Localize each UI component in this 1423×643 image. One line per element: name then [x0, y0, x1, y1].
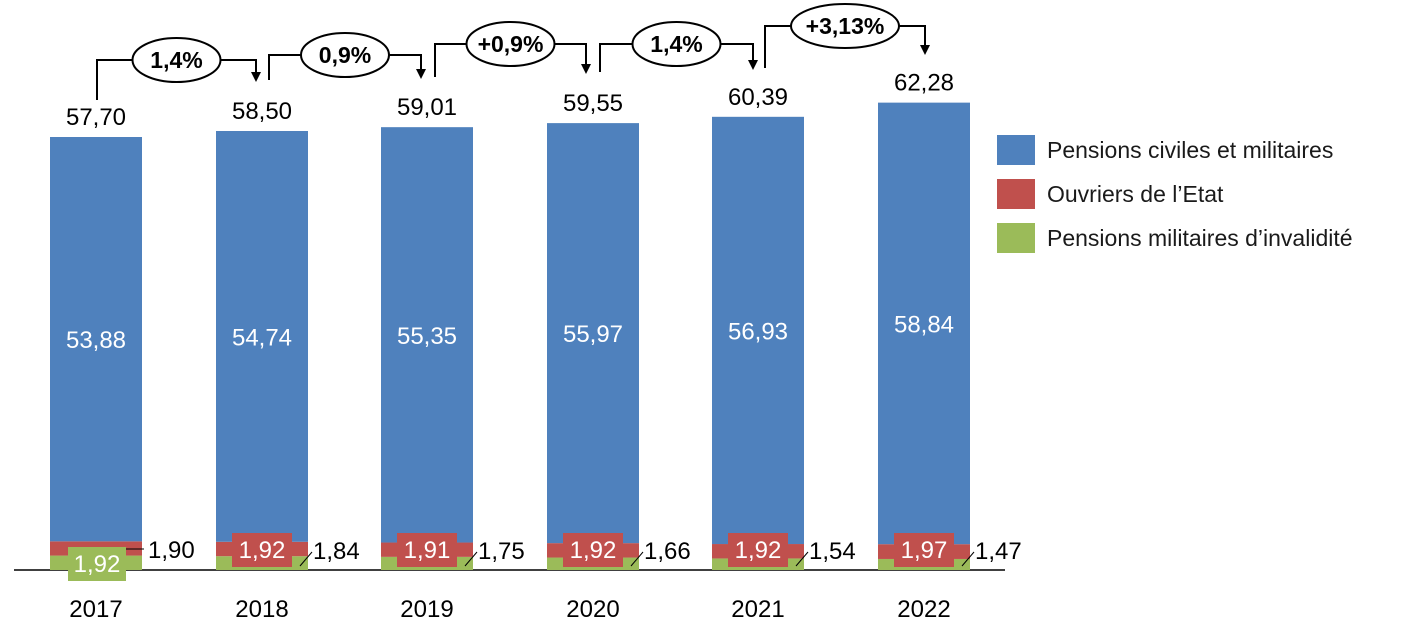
bar-segment-civiles-2022 [878, 102, 970, 545]
data-label-bg-ouvriers [232, 533, 292, 567]
data-label-bg-ouvriers [397, 533, 457, 567]
x-tick-label: 2022 [897, 596, 950, 623]
arrowhead-icon [416, 69, 426, 79]
total-label: 60,39 [728, 84, 788, 111]
bars-layer [14, 102, 1005, 571]
total-label: 62,28 [894, 70, 954, 97]
labels-layer: 53,88 57,70 2017 1,92 1,90 54,74 58,50 2018 1,92… [66, 70, 1022, 623]
leader-line [299, 551, 313, 567]
arrowhead-icon [251, 72, 261, 82]
legend-item-pensions-civiles: Pensions civiles et militaires [997, 128, 1353, 172]
data-label-invalidite: 1,92 [74, 551, 121, 578]
data-label-civiles: 55,35 [397, 323, 457, 350]
total-label: 57,70 [66, 104, 126, 131]
total-label: 59,01 [397, 94, 457, 121]
data-label-bg-ouvriers [728, 533, 788, 567]
data-label-civiles: 53,88 [66, 327, 126, 354]
growth-label-oval [631, 21, 722, 67]
data-label-invalidite: 1,47 [975, 538, 1022, 565]
x-tick-label: 2017 [69, 596, 122, 623]
leader-line [464, 551, 478, 567]
growth-label-oval [300, 32, 390, 78]
bar-segment-civiles-2018 [216, 130, 308, 542]
leader-line [795, 551, 809, 567]
growth-label: 1,4% [650, 31, 702, 57]
arrowhead-icon [920, 45, 930, 55]
data-label-ouvriers: 1,90 [148, 537, 195, 564]
data-label-invalidite: 1,84 [313, 538, 360, 565]
data-label-civiles: 54,74 [232, 324, 292, 351]
data-label-bg-invalidite [68, 547, 126, 581]
growth-connector: +3,13% [764, 3, 930, 68]
legend-label: Pensions militaires d’invalidité [1047, 224, 1353, 251]
arrowhead-icon [748, 60, 758, 70]
bar-segment-civiles-2017 [50, 137, 142, 542]
growth-label-oval [790, 3, 900, 49]
leader-line [630, 551, 644, 567]
bar-segment-civiles-2020 [547, 123, 639, 544]
data-label-ouvriers: 1,92 [735, 537, 782, 564]
data-label-civiles: 55,97 [563, 321, 623, 348]
data-label-bg-ouvriers [894, 533, 954, 567]
leader-line [961, 551, 975, 567]
legend: Pensions civiles et militaires Ouvriers … [997, 128, 1353, 260]
growth-connector: 1,4% [96, 37, 261, 100]
x-tick-label: 2021 [731, 596, 784, 623]
growth-label: 1,4% [150, 47, 202, 73]
legend-item-ouvriers: Ouvriers de l’Etat [997, 172, 1353, 216]
data-label-bg-ouvriers [563, 533, 623, 567]
growth-connector: +0,9% [434, 21, 591, 77]
data-label-invalidite: 1,75 [478, 538, 525, 565]
x-tick-label: 2020 [566, 596, 619, 623]
total-label: 59,55 [563, 90, 623, 117]
growth-connector: 1,4% [599, 21, 758, 72]
growth-label: +0,9% [478, 31, 544, 57]
data-label-invalidite: 1,54 [809, 538, 856, 565]
growth-label: +3,13% [806, 13, 885, 39]
legend-label: Ouvriers de l’Etat [1047, 180, 1224, 207]
legend-swatch-blue [997, 135, 1035, 165]
bar-segment-civiles-2019 [381, 127, 473, 543]
data-label-invalidite: 1,66 [644, 538, 691, 565]
data-label-civiles: 58,84 [894, 311, 954, 338]
legend-label: Pensions civiles et militaires [1047, 136, 1334, 163]
x-tick-label: 2019 [400, 596, 453, 623]
growth-label: 0,9% [319, 42, 371, 68]
data-label-ouvriers: 1,97 [901, 537, 948, 564]
data-label-ouvriers: 1,92 [239, 537, 286, 564]
data-label-ouvriers: 1,91 [404, 537, 451, 564]
growth-arrows-layer: 1,4% 0,9% +0,9% 1,4% +3,13% [96, 3, 930, 100]
growth-label-oval [131, 37, 222, 83]
legend-swatch-red [997, 179, 1035, 209]
arrowhead-icon [581, 64, 591, 74]
total-label: 58,50 [232, 98, 292, 125]
data-label-civiles: 56,93 [728, 318, 788, 345]
legend-swatch-green [997, 223, 1035, 253]
bar-segment-civiles-2021 [712, 116, 804, 545]
data-label-ouvriers: 1,92 [570, 537, 617, 564]
legend-item-invalidite: Pensions militaires d’invalidité [997, 216, 1353, 260]
growth-label-oval [465, 21, 556, 67]
x-tick-label: 2018 [235, 596, 288, 623]
growth-connector: 0,9% [268, 32, 426, 80]
